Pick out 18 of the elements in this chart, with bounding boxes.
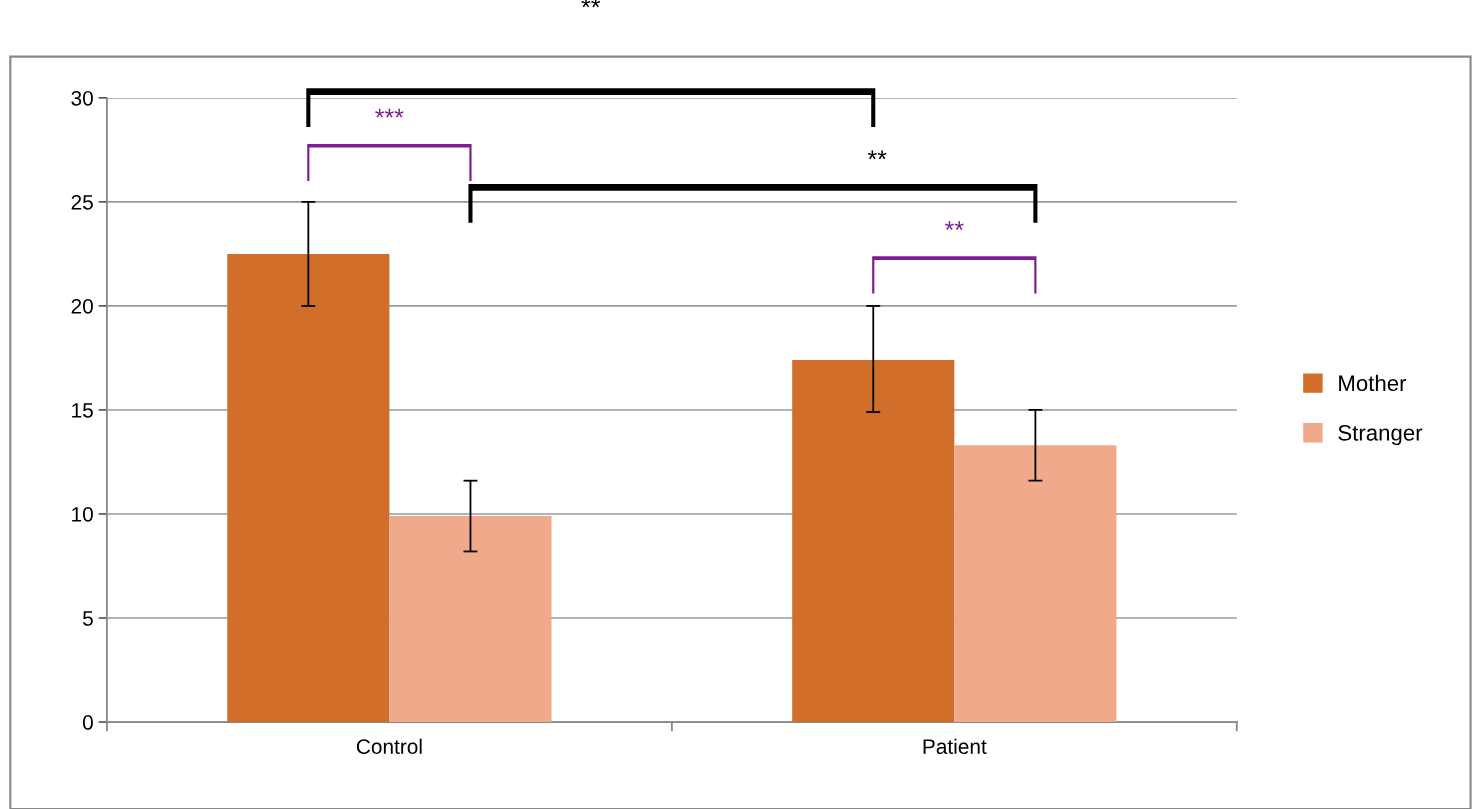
y-tick-label: 25 [71, 194, 93, 210]
annotation: *** [375, 108, 404, 118]
y-tick-label: 15 [72, 403, 93, 418]
y-tick-label: 0 [82, 715, 93, 730]
y-tick-label: 10 [72, 506, 93, 522]
y-tick-label: 20 [71, 298, 93, 314]
x-tick-label: Patient [923, 738, 987, 754]
y-tick-label: 30 [71, 90, 93, 106]
legend-label: Mother [1339, 374, 1407, 392]
annotation: ** [867, 150, 887, 160]
x-tick-label: Control [356, 738, 422, 754]
bar [792, 360, 955, 723]
annotation: ** [945, 221, 964, 230]
y-tick-label: 5 [82, 611, 93, 626]
legend-label: Stranger [1338, 424, 1423, 446]
bar [954, 445, 1117, 723]
bar [389, 516, 552, 723]
bar [227, 253, 390, 723]
